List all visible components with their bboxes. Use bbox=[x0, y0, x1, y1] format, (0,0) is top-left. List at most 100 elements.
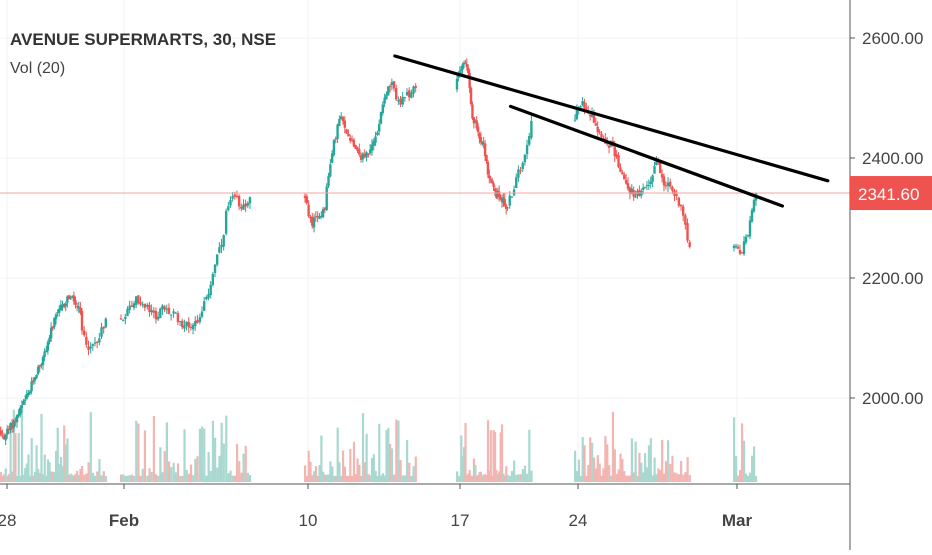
volume-bar bbox=[591, 443, 593, 482]
volume-bar bbox=[124, 476, 126, 482]
volume-bar bbox=[687, 457, 689, 482]
candle-up bbox=[45, 351, 47, 353]
candle-up bbox=[53, 318, 55, 327]
candle-down bbox=[675, 194, 677, 195]
candle-up bbox=[653, 166, 655, 173]
candle-up bbox=[216, 254, 218, 264]
candle-down bbox=[487, 162, 489, 175]
volume-bar bbox=[747, 476, 749, 482]
volume-bar bbox=[627, 476, 629, 482]
candle-up bbox=[506, 207, 508, 208]
volume-bar bbox=[515, 475, 517, 482]
volume-bar bbox=[657, 468, 659, 482]
candle-up bbox=[644, 187, 646, 188]
candle-up bbox=[410, 93, 412, 98]
candle-down bbox=[1, 435, 3, 436]
volume-bar bbox=[103, 471, 105, 482]
volume-bar bbox=[238, 461, 240, 482]
candle-up bbox=[19, 408, 21, 415]
volume-bar bbox=[578, 460, 580, 482]
candle-down bbox=[181, 321, 183, 328]
volume-bar bbox=[638, 453, 640, 482]
candle-down bbox=[137, 295, 139, 303]
candle-up bbox=[365, 152, 367, 157]
candle-down bbox=[399, 99, 401, 105]
candle-up bbox=[98, 338, 100, 342]
candle-up bbox=[404, 97, 406, 98]
candle-up bbox=[743, 241, 745, 254]
candle-up bbox=[194, 321, 196, 326]
volume-bar bbox=[612, 412, 614, 482]
candle-up bbox=[387, 86, 389, 95]
candle-up bbox=[22, 401, 24, 405]
candle-up bbox=[170, 314, 172, 315]
volume-bar bbox=[127, 476, 129, 482]
candle-up bbox=[326, 186, 328, 210]
volume-bar bbox=[240, 473, 242, 482]
candle-up bbox=[175, 313, 177, 314]
candle-down bbox=[393, 81, 395, 88]
candle-down bbox=[236, 196, 238, 197]
volume-bar bbox=[391, 448, 393, 482]
candle-up bbox=[249, 197, 251, 203]
volume-bar bbox=[682, 475, 684, 482]
candle-up bbox=[382, 104, 384, 113]
candle-down bbox=[0, 431, 2, 435]
volume-bar bbox=[166, 422, 168, 482]
volume-bar bbox=[524, 466, 526, 482]
overlay-layer bbox=[0, 56, 850, 206]
candle-down bbox=[680, 205, 682, 206]
candle-up bbox=[327, 176, 329, 186]
candle-down bbox=[155, 311, 157, 319]
volume-bar bbox=[415, 456, 417, 482]
candle-up bbox=[207, 294, 209, 298]
volume-bar bbox=[739, 470, 741, 482]
candle-up bbox=[126, 309, 128, 316]
volume-bar bbox=[177, 463, 179, 482]
symbol-title[interactable]: AVENUE SUPERMARTS, 30, NSE bbox=[10, 30, 276, 50]
candle-down bbox=[234, 195, 236, 197]
candle-up bbox=[92, 344, 94, 346]
volume-bar bbox=[517, 474, 519, 482]
candle-down bbox=[491, 180, 493, 183]
volume-bar bbox=[190, 465, 192, 482]
candle-up bbox=[655, 161, 657, 165]
volume-bar bbox=[635, 442, 637, 482]
volume-bar bbox=[21, 409, 23, 482]
candle-down bbox=[120, 318, 122, 319]
volume-bar bbox=[654, 458, 656, 482]
candle-up bbox=[21, 405, 23, 408]
candle-up bbox=[329, 164, 331, 176]
volume-bar bbox=[232, 476, 234, 482]
volume-bar bbox=[616, 474, 618, 482]
volume-bar bbox=[413, 466, 415, 482]
volume-bar bbox=[88, 462, 90, 482]
candle-up bbox=[47, 342, 49, 350]
volume-bar bbox=[528, 430, 530, 482]
volume-bar bbox=[155, 474, 157, 482]
volume-bar bbox=[378, 424, 380, 482]
candle-up bbox=[735, 246, 737, 247]
volume-bar bbox=[203, 429, 205, 482]
volume-bar bbox=[574, 451, 576, 482]
volume-bar bbox=[599, 463, 601, 482]
volume-bar bbox=[183, 429, 185, 482]
candle-down bbox=[240, 207, 242, 209]
volume-indicator-label[interactable]: Vol (20) bbox=[10, 60, 276, 78]
candle-up bbox=[150, 310, 152, 312]
candle-down bbox=[139, 302, 141, 304]
candle-down bbox=[485, 155, 487, 161]
volume-bar bbox=[509, 476, 511, 482]
volume-bar bbox=[227, 473, 229, 482]
volume-bar bbox=[133, 476, 135, 482]
volume-bar bbox=[175, 472, 177, 482]
candle-up bbox=[227, 206, 229, 210]
last-price-label: 2341.60 bbox=[858, 185, 919, 204]
volume-bar bbox=[576, 471, 578, 482]
volume-bar bbox=[608, 465, 610, 482]
volume-bar bbox=[623, 471, 625, 482]
candle-down bbox=[665, 185, 667, 186]
volume-bar bbox=[214, 438, 216, 482]
volume-bar bbox=[223, 443, 225, 482]
